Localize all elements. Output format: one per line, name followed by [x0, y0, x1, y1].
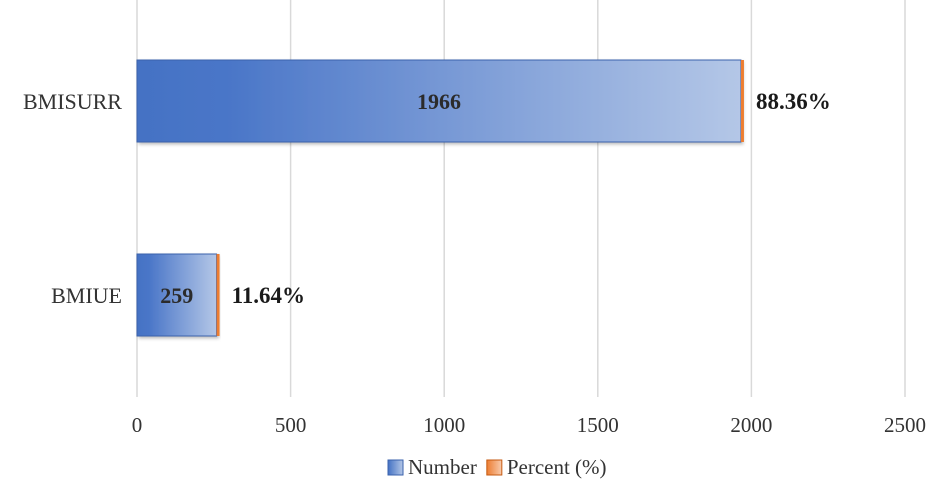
x-tick-label-2000: 2000 [730, 413, 772, 437]
x-tick-label-0: 0 [132, 413, 143, 437]
x-tick-label-500: 500 [275, 413, 307, 437]
data-label-number-bmisurr: 1966 [417, 89, 461, 114]
legend-label-percent: Percent (%) [507, 455, 607, 479]
x-tick-label-2500: 2500 [884, 413, 926, 437]
legend: Number Percent (%) [387, 455, 607, 479]
bars [136, 59, 744, 337]
data-label-percent-bmisurr: 88.36% [756, 89, 831, 114]
labels: 0 500 1000 1500 2000 2500 BMISURR 1966 88.36% BMI… [23, 89, 926, 437]
legend-label-number: Number [408, 455, 477, 479]
x-tick-label-1500: 1500 [577, 413, 619, 437]
legend-swatch-number [387, 459, 404, 476]
category-label-bmisurr: BMISURR [23, 89, 122, 114]
legend-swatch-percent [486, 459, 503, 476]
category-label-bmiue: BMIUE [51, 283, 122, 308]
bar-number-bmiue [136, 253, 218, 337]
bar-number-bmisurr [136, 59, 742, 143]
data-label-number-bmiue: 259 [160, 283, 193, 308]
bar-percent-bmisurr [740, 60, 744, 142]
bar-percent-bmiue [216, 254, 220, 336]
x-tick-label-1000: 1000 [423, 413, 465, 437]
data-label-percent-bmiue: 11.64% [232, 283, 305, 308]
